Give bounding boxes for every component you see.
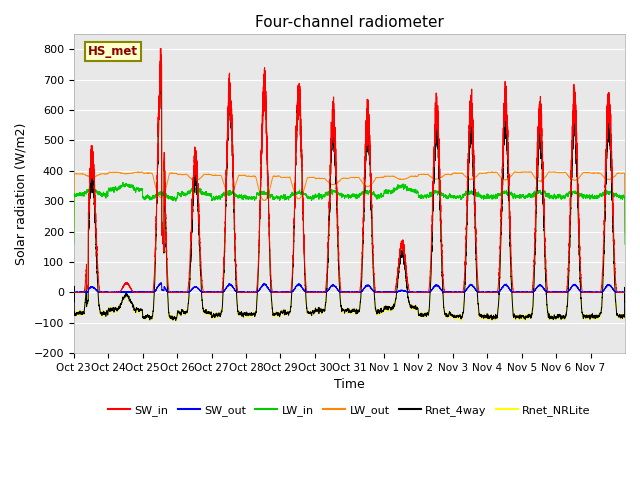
Y-axis label: Solar radiation (W/m2): Solar radiation (W/m2) — [15, 122, 28, 265]
Title: Four-channel radiometer: Four-channel radiometer — [255, 15, 444, 30]
X-axis label: Time: Time — [334, 378, 365, 392]
Legend: SW_in, SW_out, LW_in, LW_out, Rnet_4way, Rnet_NRLite: SW_in, SW_out, LW_in, LW_out, Rnet_4way,… — [104, 400, 595, 420]
Text: HS_met: HS_met — [88, 45, 138, 58]
